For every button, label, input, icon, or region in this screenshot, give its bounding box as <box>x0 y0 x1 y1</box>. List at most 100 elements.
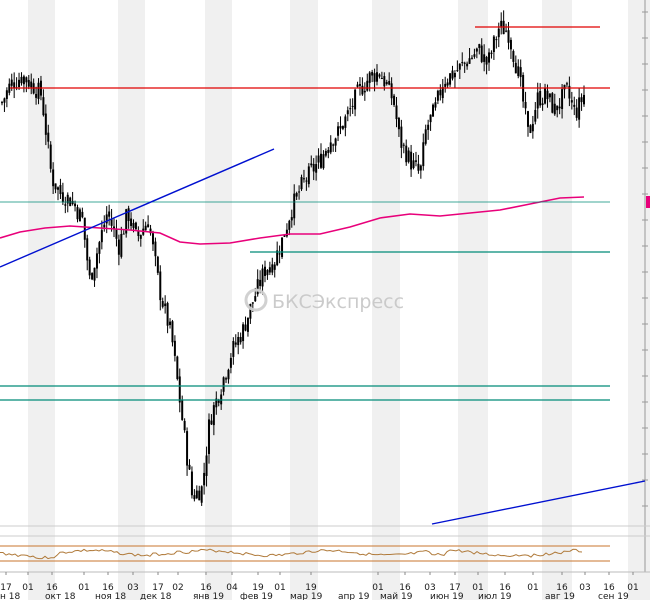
day-tick-label: 16 <box>46 583 58 593</box>
candle-body <box>54 183 57 190</box>
trendline-lower <box>431 480 646 525</box>
candle-body <box>337 126 340 136</box>
candle-body <box>480 45 483 62</box>
candle-body <box>115 229 118 239</box>
candle-body <box>251 302 254 304</box>
month-label: н 18 <box>0 592 20 600</box>
candle-body <box>376 72 379 82</box>
candle-body <box>266 270 269 276</box>
candle-body <box>171 321 174 343</box>
candle-body <box>44 113 47 135</box>
day-tick-label: 01 <box>372 583 383 593</box>
candle-body <box>434 102 437 108</box>
candle-body <box>278 253 281 255</box>
candle-body <box>570 100 573 103</box>
candle-body <box>66 194 69 204</box>
candle-body <box>203 472 206 486</box>
candle-body <box>225 378 228 380</box>
candle-body <box>100 230 103 243</box>
month-label: окт 18 <box>45 592 76 600</box>
candle-body <box>263 266 266 276</box>
candle-body <box>485 56 488 65</box>
candle-body <box>490 52 493 55</box>
candle-body <box>232 340 235 357</box>
candle-body <box>27 79 30 87</box>
candle-body <box>358 84 361 86</box>
candle-body <box>536 92 539 109</box>
candle-body <box>354 89 357 110</box>
month-label: янв 19 <box>193 592 224 600</box>
candle-body <box>441 87 444 99</box>
candle-body <box>295 193 298 197</box>
candle-body <box>117 239 120 255</box>
candle-body <box>444 83 447 87</box>
candle-body <box>363 90 366 93</box>
candle-body <box>524 101 527 109</box>
candle-body <box>215 398 218 408</box>
candle-body <box>22 76 25 85</box>
candle-body <box>556 105 559 111</box>
day-tick-label: 03 <box>579 583 590 593</box>
right-axis <box>0 0 650 572</box>
month-stripe <box>205 0 232 600</box>
candle-body <box>183 420 186 431</box>
day-tick-label: 01 <box>627 583 638 593</box>
candle-body <box>227 369 230 380</box>
candle-body <box>327 149 330 154</box>
candle-body <box>83 217 86 240</box>
candle-body <box>320 153 323 168</box>
candle-body <box>8 83 11 93</box>
candle-body <box>276 250 279 266</box>
candle-body <box>200 486 203 503</box>
candle-body <box>193 495 196 500</box>
day-tick-label: 16 <box>102 583 114 593</box>
candle-body <box>144 225 147 231</box>
candle-body <box>315 164 318 173</box>
candle-body <box>61 192 64 203</box>
candle-body <box>88 259 91 276</box>
candle-body <box>20 76 23 84</box>
candle-body <box>159 271 162 301</box>
candle-body <box>400 126 403 148</box>
candle-body <box>478 44 481 48</box>
candle-body <box>285 229 288 237</box>
candle-body <box>551 93 554 113</box>
candle-body <box>134 222 137 230</box>
candle-body <box>212 405 215 426</box>
candle-body <box>324 151 327 156</box>
candle-body <box>578 97 581 120</box>
candle-body <box>1 102 3 104</box>
month-label: июн 19 <box>430 592 464 600</box>
candle-body <box>414 160 417 162</box>
candle-body <box>492 36 495 53</box>
day-tick-label: 01 <box>22 583 33 593</box>
candle-body <box>164 303 167 307</box>
candle-body <box>35 93 38 98</box>
day-tick-label: 16 <box>200 583 212 593</box>
candle-body <box>451 70 454 79</box>
day-tick-label: 01 <box>274 583 285 593</box>
candle-body <box>298 191 301 193</box>
candle-body <box>300 177 303 190</box>
candle-body <box>488 52 491 63</box>
candle-body <box>110 219 113 226</box>
candle-body <box>49 144 52 169</box>
month-label: ноя 18 <box>95 592 126 600</box>
candle-body <box>64 204 67 206</box>
candle-body <box>113 226 116 229</box>
candle-body <box>334 138 337 146</box>
candle-body <box>436 90 439 101</box>
candle-body <box>483 54 486 62</box>
candle-body <box>310 163 313 166</box>
candle-body <box>149 228 152 234</box>
candle-body <box>273 264 276 270</box>
candle-body <box>468 58 471 64</box>
day-tick-label: 16 <box>603 583 615 593</box>
candle-body <box>461 62 464 64</box>
candle-body <box>429 114 432 123</box>
candle-body <box>371 72 374 76</box>
candle-body <box>568 85 571 99</box>
candle-body <box>312 163 315 172</box>
